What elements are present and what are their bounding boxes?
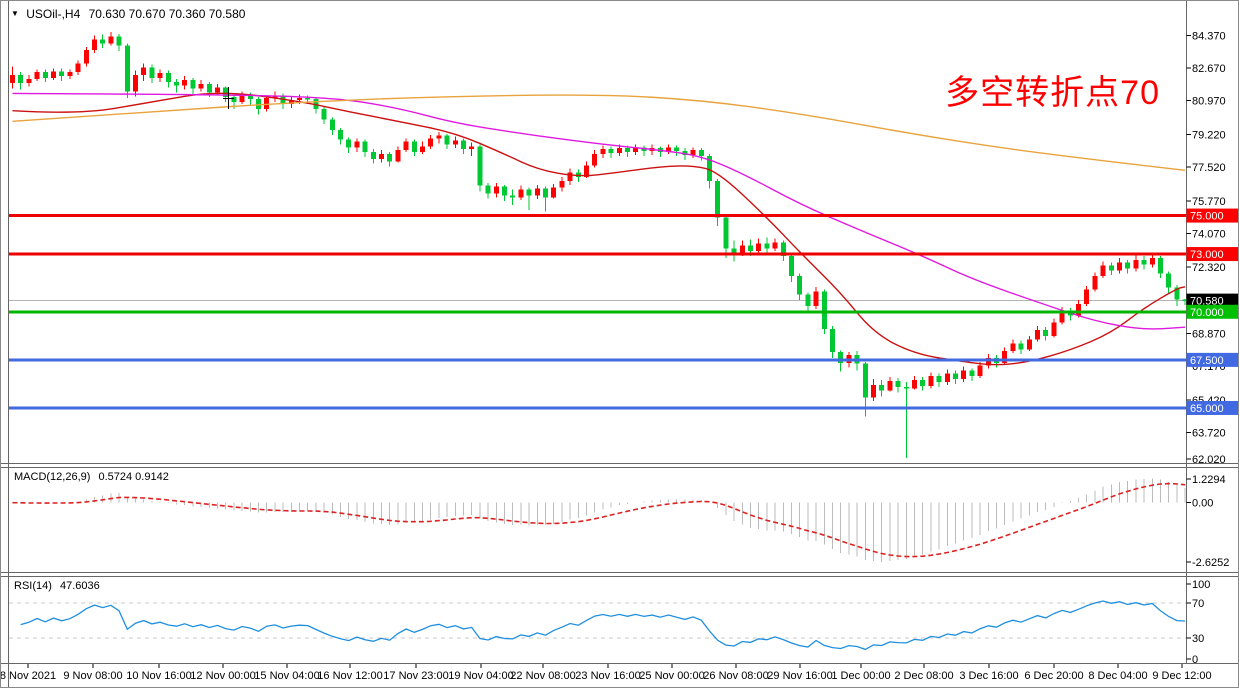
time-tick-label: 12 Nov 00:00 (190, 670, 255, 682)
ma-slow-orange (12, 94, 1186, 172)
rsi-indicator-label: RSI(14) 47.6036 (14, 580, 100, 592)
svg-text:70.000: 70.000 (1190, 307, 1224, 319)
time-tick-label: 8 Nov 2021 (1, 670, 56, 682)
price-tick-label: 63.720 (1192, 428, 1226, 440)
annotation-text: 多空转折点70 (945, 74, 1160, 112)
rsi-tick-label: 100 (1192, 579, 1210, 591)
macd-values: 0.5724 0.9142 (98, 471, 169, 483)
price-level-badge: 75.000 (1186, 208, 1238, 223)
price-tick-label: 68.870 (1192, 329, 1226, 341)
rsi-tick-label: 30 (1192, 633, 1204, 645)
time-tick-label: 16 Nov 12:00 (317, 670, 382, 682)
time-tick-label: 19 Nov 04:00 (448, 670, 513, 682)
price-level-badge: 73.000 (1186, 247, 1238, 261)
price-tick-label: 82.670 (1192, 63, 1226, 75)
svg-text:70.580: 70.580 (1190, 296, 1224, 308)
macd-name: MACD(12,26,9) (14, 471, 91, 483)
macd-panel (12, 478, 1186, 562)
time-tick-label: 9 Dec 12:00 (1152, 670, 1211, 682)
rsi-axis: 100 70 30 0 (1186, 579, 1210, 666)
price-tick-label: 75.770 (1192, 196, 1226, 208)
macd-tick-label: -2.6252 (1192, 557, 1229, 569)
current-price-badge: 70.580 (1186, 293, 1238, 308)
time-tick-label: 17 Nov 23:00 (383, 670, 448, 682)
svg-text:73.000: 73.000 (1190, 249, 1224, 261)
ma-mid-magenta (12, 92, 1186, 330)
time-tick-label: 29 Nov 16:00 (767, 670, 832, 682)
symbol-timeframe-label: USOil-,H4 (26, 7, 81, 21)
price-level-badge: 70.000 (1186, 304, 1238, 319)
macd-indicator-label: MACD(12,26,9) 0.5724 0.9142 (14, 471, 169, 483)
ma-fast-red (12, 92, 1186, 366)
time-tick-label: 1 Dec 00:00 (831, 670, 890, 682)
svg-text:75.000: 75.000 (1190, 211, 1224, 223)
time-tick-label: 15 Nov 04:00 (254, 670, 319, 682)
crosshair-marker (223, 87, 234, 109)
price-tick-label: 62.020 (1192, 454, 1226, 466)
time-tick-label: 2 Dec 08:00 (894, 670, 953, 682)
rsi-tick-label: 70 (1192, 598, 1204, 610)
price-tick-label: 79.220 (1192, 129, 1226, 141)
time-tick-label: 23 Nov 16:00 (575, 670, 640, 682)
macd-axis: 1.2294 0.00 -2.6252 (1186, 474, 1229, 569)
symbol-dropdown-icon[interactable]: ▼ (11, 9, 19, 18)
price-tick-label: 74.070 (1192, 228, 1226, 240)
time-tick-label: 26 Nov 08:00 (703, 670, 768, 682)
price-tick-label: 72.320 (1192, 262, 1226, 274)
ohlc-values: 70.630 70.670 70.360 70.580 (88, 7, 246, 21)
main-price-panel (9, 31, 1188, 458)
macd-tick-label: 1.2294 (1192, 474, 1226, 486)
rsi-name: RSI(14) (14, 580, 52, 592)
rsi-panel (9, 600, 1186, 651)
macd-tick-label: 0.00 (1192, 498, 1213, 510)
price-tick-label: 77.520 (1192, 162, 1226, 174)
time-tick-label: 3 Dec 16:00 (959, 670, 1018, 682)
macd-histogram (20, 478, 1186, 562)
price-tick-label: 80.970 (1192, 96, 1226, 108)
rsi-value: 47.6036 (59, 580, 100, 592)
svg-text:67.500: 67.500 (1190, 355, 1224, 367)
rsi-line (20, 600, 1186, 651)
time-tick-label: 8 Dec 04:00 (1088, 670, 1147, 682)
time-tick-label: 22 Nov 08:00 (510, 670, 575, 682)
price-level-badge: 67.500 (1186, 352, 1238, 367)
candlesticks (10, 31, 1188, 458)
chart-title-bar: ▼ USOil-,H4 70.630 70.670 70.360 70.580 (11, 7, 245, 21)
price-level-badge: 65.000 (1186, 400, 1238, 415)
rsi-tick-label: 0 (1192, 654, 1198, 666)
time-tick-label: 9 Nov 08:00 (63, 670, 122, 682)
svg-text:65.000: 65.000 (1190, 403, 1224, 415)
price-axis: 84.370 82.670 80.970 79.220 77.520 75.770 74.0… (1186, 30, 1238, 466)
macd-signal-line (12, 482, 1186, 558)
time-tick-label: 25 Nov 00:00 (639, 670, 704, 682)
time-tick-label: 6 Dec 20:00 (1024, 670, 1083, 682)
time-tick-label: 10 Nov 16:00 (126, 670, 191, 682)
price-tick-label: 84.370 (1192, 30, 1226, 42)
